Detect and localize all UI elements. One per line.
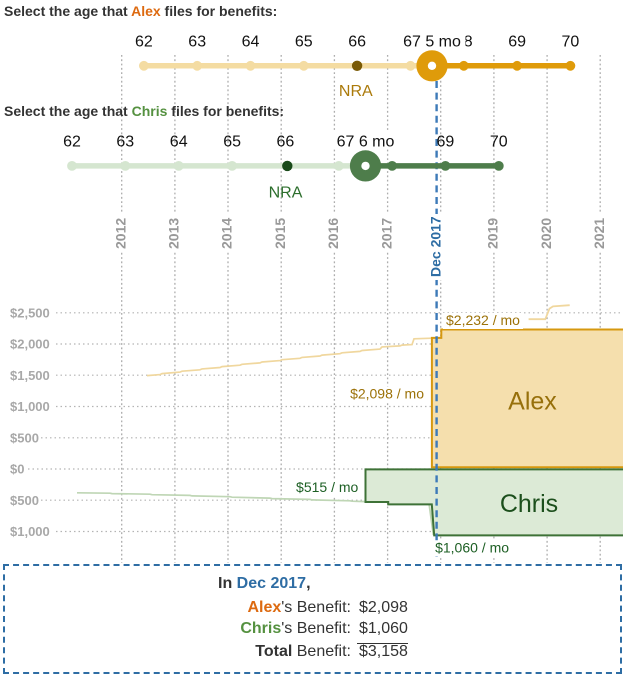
- svg-text:2013: 2013: [166, 218, 182, 249]
- svg-text:Alex: Alex: [508, 388, 557, 416]
- svg-text:$1,500: $1,500: [10, 368, 50, 383]
- svg-text:63: 63: [188, 34, 206, 51]
- svg-text:2014: 2014: [219, 218, 235, 249]
- svg-text:$2,232 / mo: $2,232 / mo: [446, 312, 520, 328]
- svg-text:67 5 mo: 67 5 mo: [403, 34, 461, 51]
- svg-text:$1,000: $1,000: [10, 524, 50, 539]
- svg-text:$1,060 / mo: $1,060 / mo: [435, 539, 509, 555]
- svg-text:NRA: NRA: [339, 83, 373, 100]
- svg-text:67 6 mo: 67 6 mo: [337, 134, 395, 151]
- svg-text:70: 70: [562, 34, 580, 51]
- svg-text:69: 69: [508, 34, 526, 51]
- svg-text:66: 66: [348, 34, 366, 51]
- svg-text:2020: 2020: [538, 218, 554, 249]
- svg-text:2012: 2012: [112, 218, 128, 249]
- svg-text:$500: $500: [10, 430, 39, 445]
- svg-text:69: 69: [437, 134, 455, 151]
- svg-text:65: 65: [223, 134, 241, 151]
- svg-text:66: 66: [277, 134, 295, 151]
- svg-text:$0: $0: [10, 462, 24, 477]
- svg-text:$2,500: $2,500: [10, 305, 50, 320]
- svg-text:2021: 2021: [591, 218, 607, 249]
- svg-text:64: 64: [242, 34, 260, 51]
- svg-text:$2,000: $2,000: [10, 337, 50, 352]
- svg-text:2019: 2019: [485, 218, 501, 249]
- svg-text:62: 62: [63, 134, 81, 151]
- svg-text:NRA: NRA: [269, 185, 303, 202]
- svg-text:$515 / mo: $515 / mo: [296, 479, 358, 495]
- svg-text:63: 63: [116, 134, 134, 151]
- svg-text:Chris: Chris: [500, 490, 558, 518]
- svg-text:2016: 2016: [325, 218, 341, 249]
- svg-text:65: 65: [295, 34, 313, 51]
- svg-text:$1,000: $1,000: [10, 399, 50, 414]
- svg-text:2017: 2017: [378, 218, 394, 249]
- svg-text:64: 64: [170, 134, 188, 151]
- svg-text:$2,098 / mo: $2,098 / mo: [350, 386, 424, 402]
- svg-text:Dec 2017: Dec 2017: [427, 216, 443, 277]
- svg-text:62: 62: [135, 34, 153, 51]
- svg-text:2015: 2015: [272, 218, 288, 249]
- svg-text:70: 70: [490, 134, 508, 151]
- svg-text:$500: $500: [10, 493, 39, 508]
